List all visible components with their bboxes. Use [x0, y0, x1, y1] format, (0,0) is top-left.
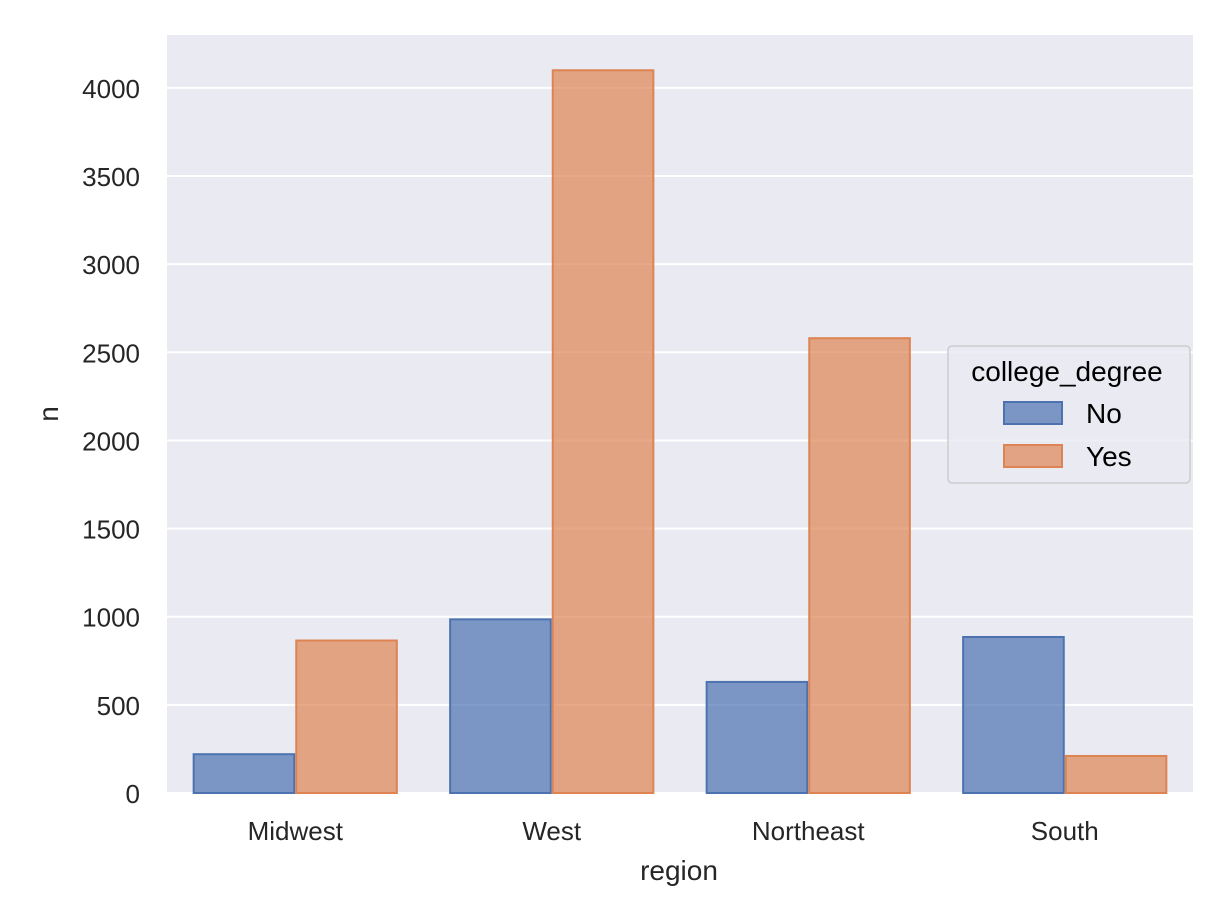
bar-west-yes — [551, 69, 655, 795]
bar-midwest-yes — [295, 639, 398, 795]
x-tick-label: Northeast — [752, 816, 865, 846]
bar-south-no — [962, 635, 1065, 795]
x-tick-label: South — [1031, 816, 1099, 846]
bar-northeast-yes — [808, 337, 911, 794]
legend-swatch-yes — [1003, 444, 1063, 468]
x-axis-label: region — [640, 855, 718, 886]
legend-label-yes: Yes — [1086, 441, 1132, 472]
y-tick-label: 3000 — [82, 250, 140, 280]
bar-west-no — [449, 618, 552, 794]
legend-label-no: No — [1086, 398, 1122, 429]
bar-northeast-no — [705, 680, 809, 795]
legend: college_degree No Yes — [947, 345, 1191, 484]
y-tick-labels: 0 500 1000 1500 2000 2500 3000 3500 4000 — [82, 74, 140, 809]
bar-south-yes — [1064, 754, 1168, 794]
x-tick-label: Midwest — [248, 816, 344, 846]
x-tick-label: West — [522, 816, 582, 846]
y-tick-label: 2500 — [82, 338, 140, 368]
y-tick-label: 3500 — [82, 162, 140, 192]
y-tick-label: 0 — [126, 779, 140, 809]
y-tick-label: 1500 — [82, 515, 140, 545]
legend-swatch-no — [1003, 401, 1063, 425]
y-tick-label: 2000 — [82, 426, 140, 456]
bars — [192, 69, 1168, 795]
x-tick-labels: Midwest West Northeast South — [248, 816, 1099, 846]
y-tick-label: 4000 — [82, 74, 140, 104]
bar-midwest-no — [192, 753, 296, 795]
y-tick-label: 1000 — [82, 603, 140, 633]
legend-title: college_degree — [971, 356, 1163, 387]
y-tick-label: 500 — [97, 691, 140, 721]
y-axis-label: n — [33, 406, 64, 422]
